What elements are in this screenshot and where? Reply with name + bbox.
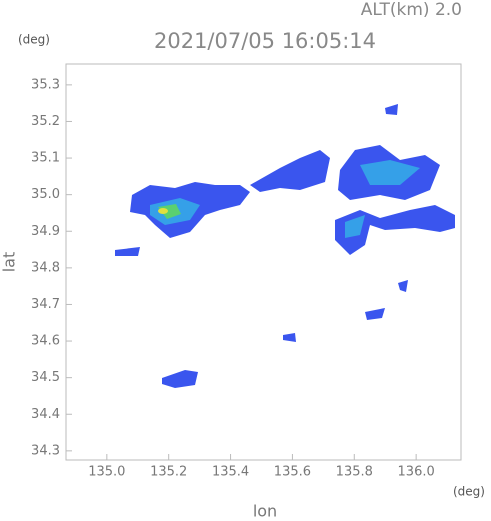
x-tick-label: 135.8 <box>336 465 373 480</box>
radar-echo <box>398 280 408 292</box>
y-tick-label: 35.3 <box>31 77 60 92</box>
y-tick-label: 34.8 <box>31 260 60 275</box>
y-tick-label: 35.1 <box>31 151 60 166</box>
radar-echo <box>365 308 385 320</box>
radar-echo <box>115 247 140 256</box>
x-tick-label: 136.0 <box>398 465 435 480</box>
altitude-label: ALT(km) 2.0 <box>361 0 462 20</box>
y-tick-label: 34.4 <box>31 407 60 422</box>
y-tick-label: 34.5 <box>31 370 60 385</box>
chart-title: 2021/07/05 16:05:14 <box>154 29 376 53</box>
x-unit: (deg) <box>453 485 485 499</box>
radar-echo <box>158 204 181 219</box>
radar-echo <box>250 150 330 192</box>
radar-echo <box>335 205 455 255</box>
x-tick-label: 135.2 <box>150 465 187 480</box>
radar-echo <box>360 160 420 185</box>
y-tick-label: 35.0 <box>31 187 60 202</box>
x-tick-label: 135.4 <box>212 465 249 480</box>
radar-echoes <box>115 104 455 388</box>
radar-echo <box>162 370 198 388</box>
y-tick-label: 34.9 <box>31 224 60 239</box>
y-tick-label: 34.7 <box>31 297 60 312</box>
plot-frame <box>65 63 462 461</box>
x-axis-label: lon <box>253 502 277 521</box>
y-tick-label: 35.2 <box>31 114 60 129</box>
radar-echo <box>345 215 365 238</box>
radar-echo <box>283 333 296 342</box>
y-tick-label: 34.6 <box>31 334 60 349</box>
radar-echo <box>385 104 398 115</box>
x-tick-label: 135.0 <box>88 465 125 480</box>
x-tick-label: 135.6 <box>274 465 311 480</box>
y-unit: (deg) <box>18 33 50 47</box>
y-axis-label: lat <box>0 252 19 273</box>
y-tick-label: 34.3 <box>31 443 60 458</box>
radar-echo <box>158 208 168 214</box>
